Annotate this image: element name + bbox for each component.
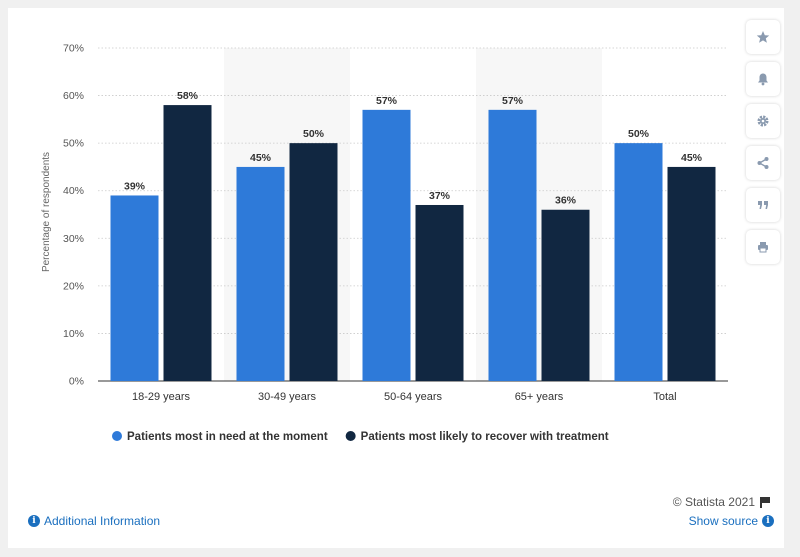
legend-item[interactable]: Patients most in need at the moment [112,431,328,443]
data-label: 36% [555,195,577,207]
y-tick-label: 30% [63,233,84,245]
y-tick-label: 10% [63,328,84,340]
print-icon [758,242,768,253]
flag-icon[interactable] [760,496,770,508]
bar[interactable] [289,143,338,381]
star-icon [756,31,770,43]
info-icon: i [28,515,40,527]
favorite-button[interactable] [746,20,780,54]
bar[interactable] [614,143,663,381]
x-tick-label: 18-29 years [132,391,191,403]
bar[interactable] [236,166,285,381]
data-label: 50% [303,128,325,140]
bar[interactable] [488,109,537,381]
x-tick-label: 65+ years [515,391,564,403]
print-button[interactable] [746,230,780,264]
share-button[interactable] [746,146,780,180]
bar[interactable] [415,204,464,381]
legend-item[interactable]: Patients most likely to recover with tre… [345,431,609,443]
quote-icon [758,201,768,209]
copyright-text: © Statista 2021 [672,495,755,509]
bar[interactable] [163,105,212,381]
chart-card: 0% 10% 20% 30% 40% 50% 60% 70% 39% 45% 57% 57% 50% 5… [8,8,784,548]
data-label: 50% [628,128,650,140]
bar[interactable] [541,209,590,381]
data-label: 39% [124,180,146,192]
x-tick-label: 30-49 years [258,391,317,403]
y-tick-label: 40% [63,185,84,197]
data-label: 58% [177,90,199,102]
bar[interactable] [110,195,159,381]
bar[interactable] [362,109,411,381]
settings-button[interactable] [746,104,780,138]
bar-marks [110,105,716,381]
x-axis-ticks: 18-29 years 30-49 years 50-64 years 65+ yea… [132,391,677,403]
legend-label: Patients most likely to recover with tre… [361,431,609,443]
y-axis-ticks: 0% 10% 20% 30% 40% 50% 60% 70% [63,43,84,388]
legend: Patients most in need at the moment Patie… [112,431,609,443]
bell-icon [758,73,768,86]
additional-information-link[interactable]: i Additional Information [28,514,160,528]
legend-marker [112,431,122,441]
copyright: © Statista 2021 [673,495,770,509]
data-label: 45% [250,152,272,164]
data-label: 37% [429,190,451,202]
y-tick-label: 50% [63,138,84,150]
additional-information-label: Additional Information [44,514,161,528]
legend-marker [345,431,356,441]
cite-button[interactable] [746,188,780,222]
x-tick-label: Total [653,391,676,403]
show-source-link[interactable]: Show source i [689,514,774,528]
info-icon: i [762,515,774,527]
y-tick-label: 20% [63,280,84,292]
y-tick-label: 70% [63,43,84,55]
y-axis-label: Percentage of respondents [41,152,52,272]
show-source-label: Show source [688,514,758,528]
bar[interactable] [667,166,716,381]
data-label: 45% [681,152,703,164]
data-label: 57% [376,95,398,107]
notification-button[interactable] [746,62,780,96]
gear-icon [757,115,769,127]
share-icon [757,157,769,169]
y-tick-label: 0% [69,376,84,388]
y-tick-label: 60% [63,90,84,102]
data-labels: 39% 45% 57% 57% 50% 58% 50% 37% 36% 45% [124,90,703,207]
x-tick-label: 50-64 years [384,391,443,403]
data-label: 57% [502,95,524,107]
legend-label: Patients most in need at the moment [127,431,328,443]
bar-chart: 0% 10% 20% 30% 40% 50% 60% 70% 39% 45% 57% 57% 50% 5… [41,43,728,443]
